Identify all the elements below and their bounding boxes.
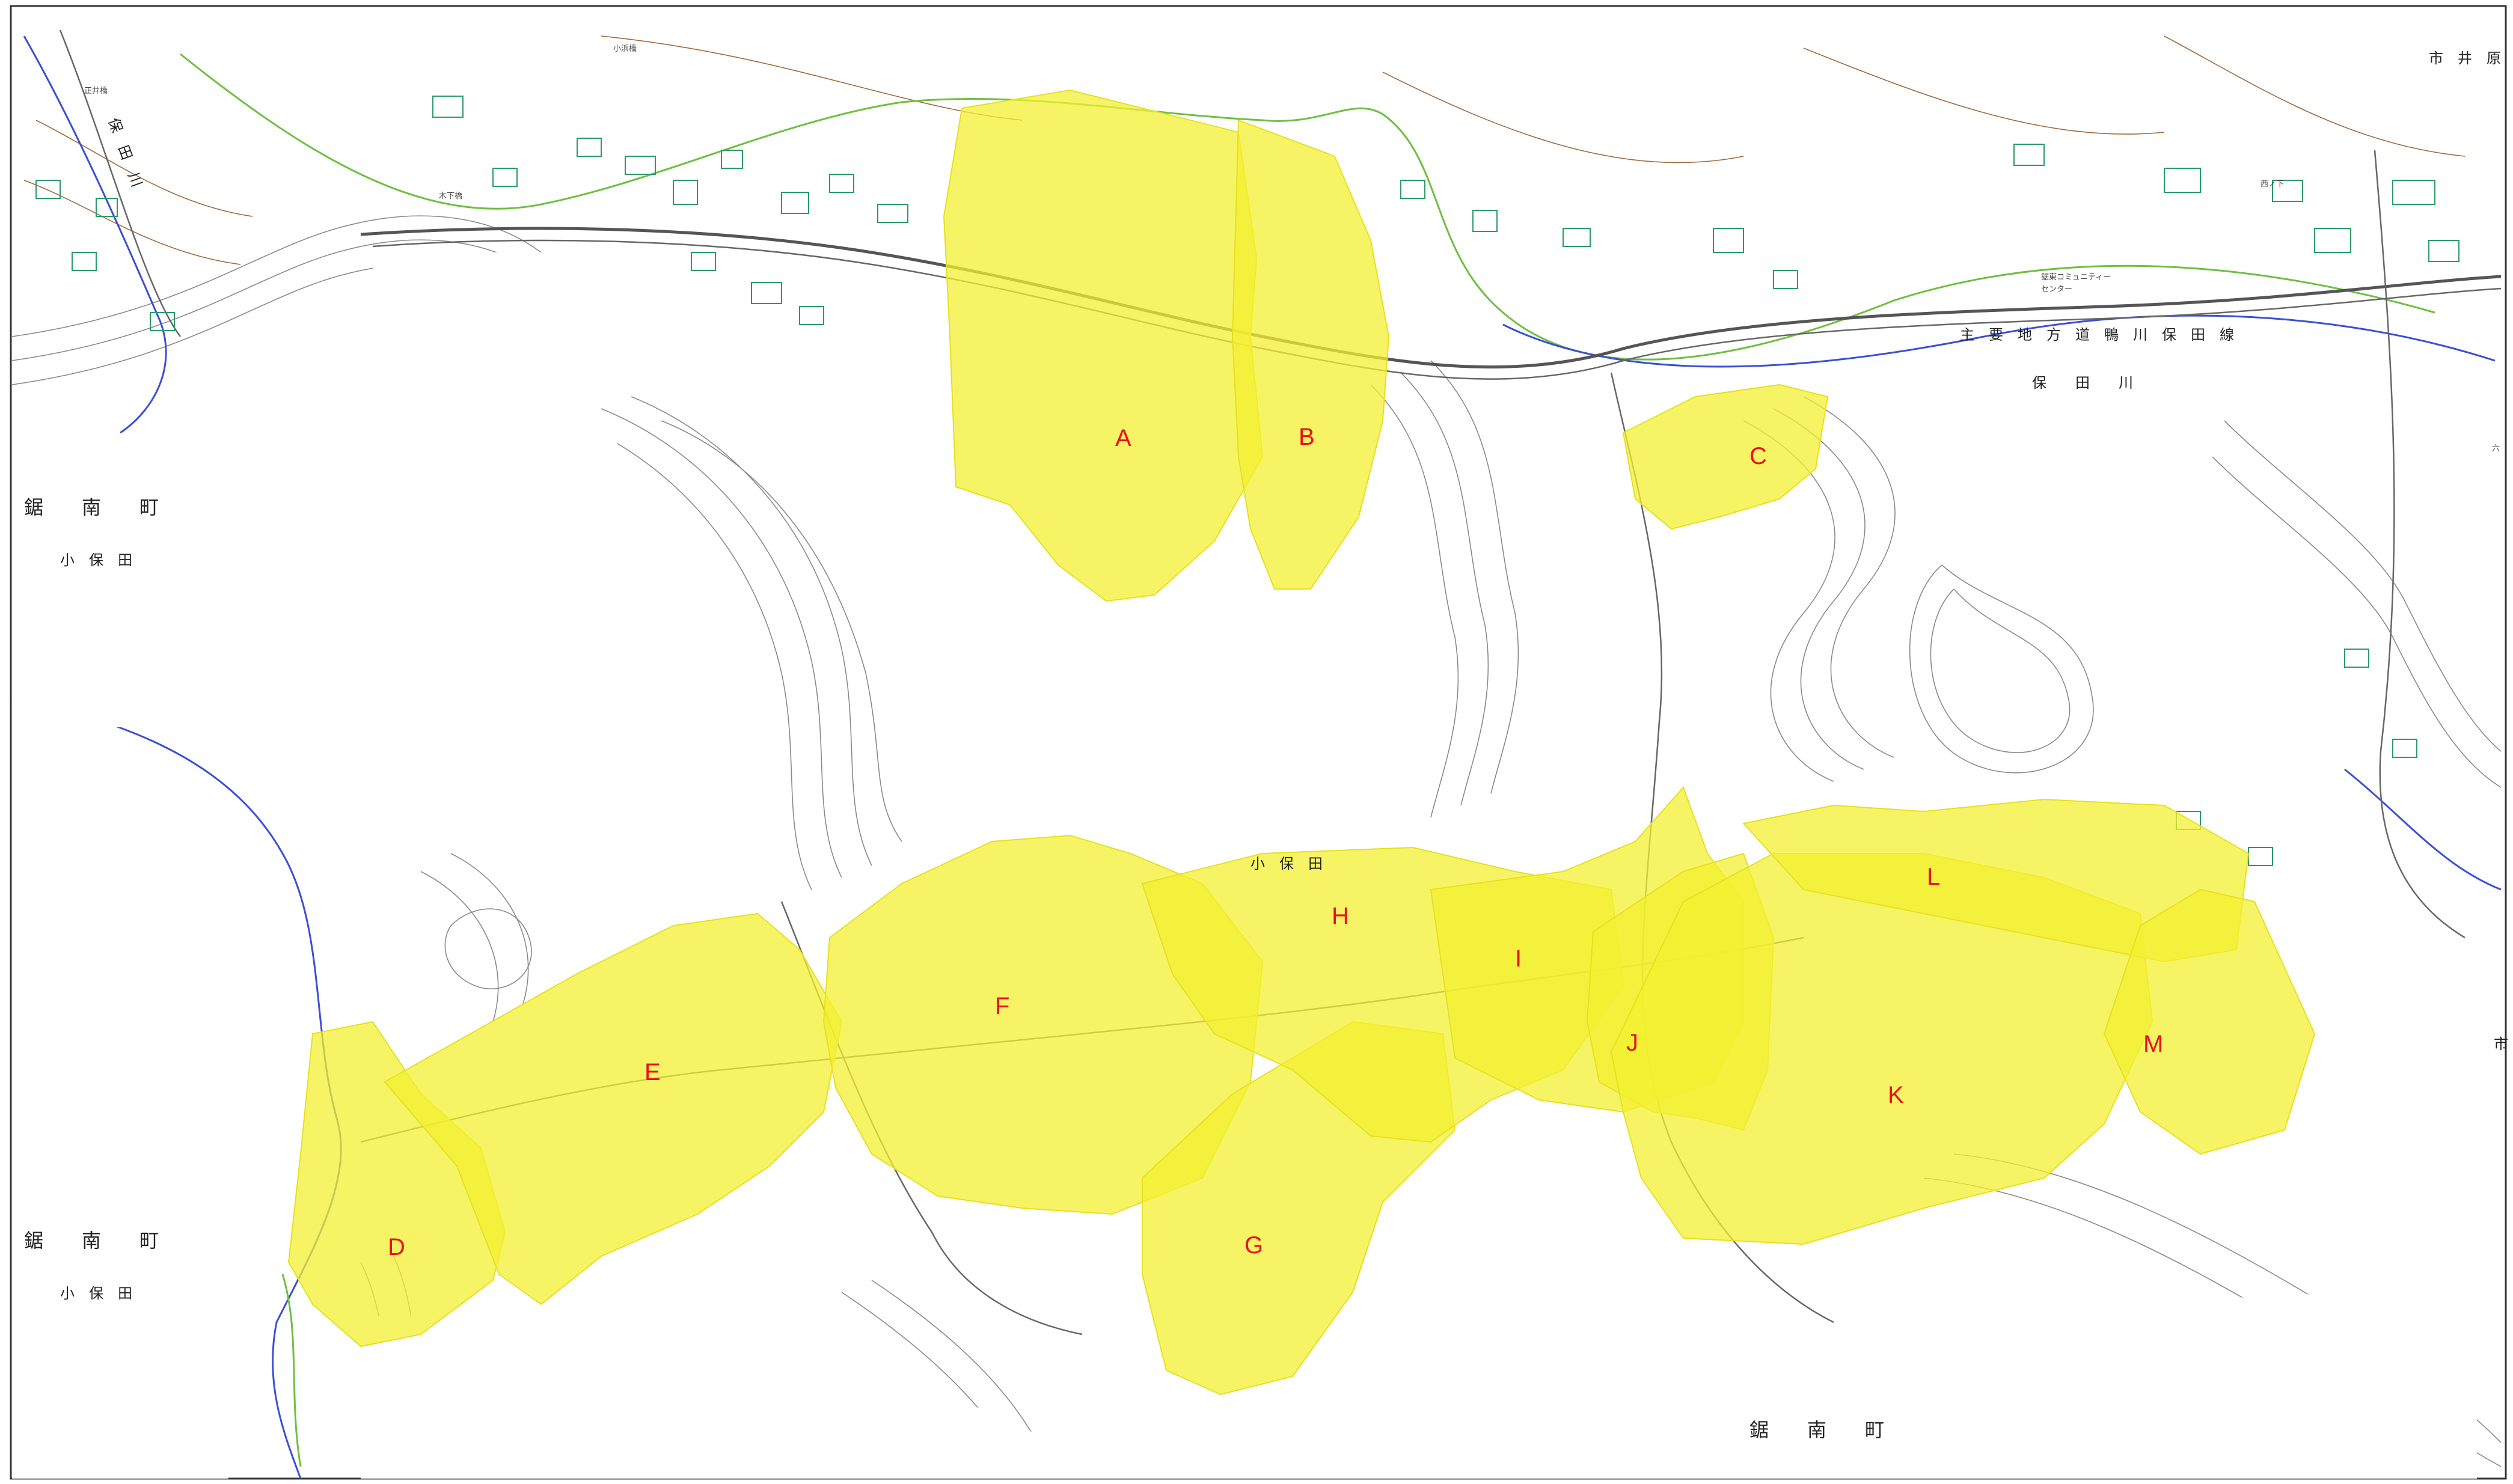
zone-label-f: F — [995, 993, 1009, 1019]
edge-label-right-2: 六 — [2492, 444, 2500, 453]
facility-label: 鋸東コミュニティー — [2041, 272, 2111, 282]
edge-label-right: 市 — [2494, 1036, 2508, 1052]
zone-label-k: K — [1888, 1082, 1904, 1108]
town-label-bottom: 鋸 南 町 — [1749, 1418, 1884, 1441]
road-label: 主 要 地 方 道 鴨 川 保 田 線 — [1960, 326, 2234, 343]
zone-label-m: M — [2143, 1031, 2163, 1057]
bridge-label-1: 木下橋 — [439, 192, 462, 201]
zone-c-area — [1622, 383, 1829, 530]
town-label-lower-left: 鋸 南 町 — [24, 1229, 159, 1252]
area-label-mid: 小 保 田 — [1250, 855, 1323, 872]
town-label-upper-left: 鋸 南 町 — [24, 496, 159, 519]
zone-label-e: E — [644, 1059, 661, 1086]
zone-label-i: I — [1515, 945, 1522, 972]
unsurveyed-areas — [12, 252, 2477, 1479]
bridge-label-3: 正井橋 — [84, 87, 108, 96]
zone-label-j: J — [1626, 1030, 1638, 1056]
district-label-top-right: 市 井 原 — [2429, 50, 2501, 67]
zone-a-area — [943, 89, 1264, 602]
zone-label-a: A — [1115, 425, 1131, 451]
zone-e-area — [384, 912, 843, 1305]
facility-label-2: センター — [2041, 285, 2072, 294]
zone-m-area — [2103, 888, 2316, 1155]
zone-b-area — [1231, 119, 1390, 590]
area-label-right: 西ノ下 — [2260, 180, 2284, 189]
district-label-lower-left: 小 保 田 — [60, 1285, 132, 1302]
zone-label-h: H — [1332, 903, 1349, 929]
zone-label-c: C — [1749, 443, 1767, 469]
zone-label-g: G — [1244, 1232, 1263, 1259]
river-label-left: 保 田 川 — [105, 115, 145, 189]
bridge-label-2: 小浜橋 — [613, 44, 637, 53]
district-label-upper-left: 小 保 田 — [60, 552, 132, 569]
hazard-zones — [287, 89, 2316, 1396]
zone-label-d: D — [388, 1234, 405, 1260]
zone-label-l: L — [1927, 864, 1940, 890]
zone-label-b: B — [1299, 424, 1315, 450]
buildings — [35, 96, 2459, 866]
river-label: 保 田 川 — [2032, 374, 2133, 391]
zone-labels: A B C D E F G H I J K L M — [388, 424, 2163, 1260]
